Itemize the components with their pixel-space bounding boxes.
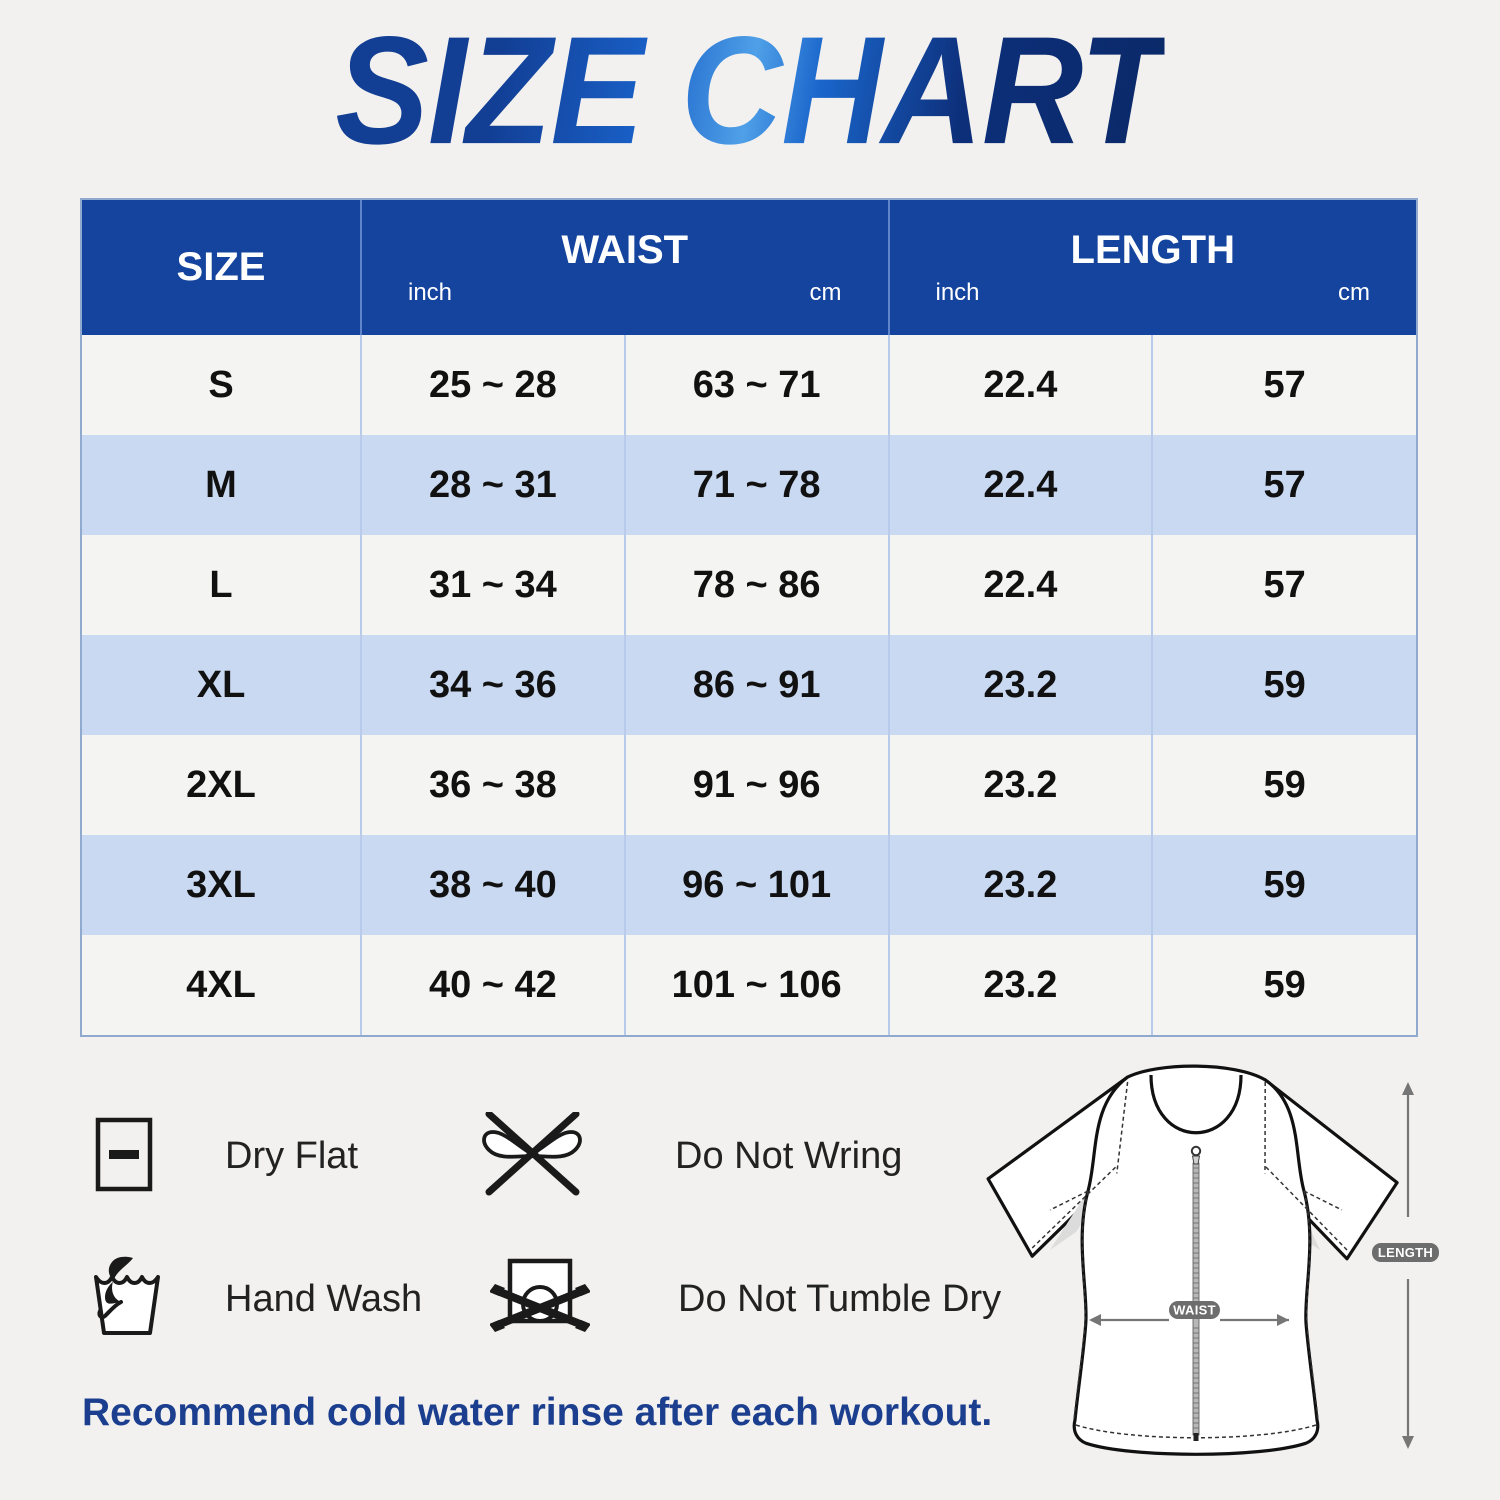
svg-text:WAIST: WAIST <box>1173 1303 1216 1318</box>
svg-text:LENGTH: LENGTH <box>1378 1245 1433 1260</box>
